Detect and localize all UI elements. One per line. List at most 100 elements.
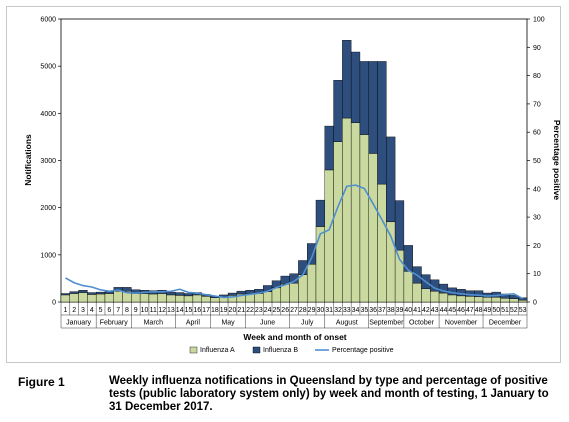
- week-label: 13: [167, 307, 175, 314]
- month-label: May: [221, 320, 235, 327]
- week-label: 31: [325, 307, 333, 314]
- bar-influenza-a: [368, 153, 378, 303]
- bar-influenza-b: [306, 243, 317, 265]
- week-label: 41: [413, 307, 421, 314]
- week-label: 52: [510, 307, 518, 314]
- bar-influenza-a: [113, 290, 123, 303]
- week-label: 24: [264, 307, 272, 314]
- week-label: 45: [448, 307, 456, 314]
- bar-influenza-a: [60, 294, 70, 303]
- month-label: August: [336, 320, 358, 327]
- y2-tick-label: 10: [533, 271, 541, 278]
- week-label: 7: [116, 307, 120, 314]
- week-label: 34: [352, 307, 360, 314]
- month-label: October: [409, 320, 435, 327]
- bar-influenza-a: [465, 296, 475, 303]
- bar-influenza-a: [210, 297, 220, 303]
- week-label: 8: [125, 307, 129, 314]
- y2-tick-label: 90: [533, 45, 541, 52]
- week-label: 38: [387, 307, 395, 314]
- month-label: February: [100, 320, 129, 327]
- y-axis-title: Notifications: [23, 134, 33, 186]
- bar-influenza-a: [69, 293, 79, 303]
- bar-influenza-b: [227, 292, 238, 296]
- bar-influenza-a: [474, 296, 484, 303]
- bar-influenza-a: [166, 294, 176, 303]
- bar-influenza-b: [350, 51, 361, 123]
- month-label: January: [66, 320, 91, 327]
- y-tick-label: 1000: [40, 252, 56, 259]
- bar-influenza-a: [438, 292, 449, 303]
- month-label: November: [445, 320, 478, 327]
- bar-influenza-a: [87, 294, 97, 303]
- bar-influenza-b: [342, 40, 352, 119]
- bar-influenza-a: [201, 296, 211, 303]
- legend-label: Percentage positive: [332, 347, 394, 354]
- bar-influenza-b: [183, 293, 194, 297]
- month-label: April: [186, 320, 200, 327]
- caption-text: Weekly influenza notifications in Queens…: [109, 375, 549, 413]
- bar-influenza-a: [342, 117, 352, 303]
- bar-influenza-a: [430, 290, 440, 303]
- bar-influenza-b: [95, 291, 106, 295]
- month-label: December: [489, 320, 522, 327]
- bar-influenza-b: [78, 290, 88, 293]
- week-label: 16: [193, 307, 201, 314]
- influenza-chart: 0 1000 2000 3000 4000 5000 6000 0 10 20 30 40 50 60 70…: [23, 17, 562, 355]
- bar-influenza-b: [359, 61, 369, 135]
- week-label: 3: [81, 307, 85, 314]
- week-label: 5: [99, 307, 103, 314]
- week-label: 29: [308, 307, 316, 314]
- bar-influenza-a: [421, 288, 431, 303]
- week-label: 6: [107, 307, 111, 314]
- week-label: 1: [63, 307, 67, 314]
- week-label: 43: [431, 307, 439, 314]
- legend-swatch: [252, 346, 261, 354]
- bar-influenza-b: [386, 136, 396, 223]
- bar-influenza-a: [192, 294, 202, 303]
- legend-label: Influenza B: [263, 347, 298, 354]
- bar-influenza-a: [280, 283, 290, 303]
- week-label: 23: [255, 307, 263, 314]
- bar-influenza-a: [403, 271, 413, 303]
- bar-influenza-a: [491, 297, 501, 303]
- bar-influenza-b: [69, 291, 79, 294]
- y2-tick-label: 100: [533, 17, 545, 24]
- bar-influenza-a: [350, 122, 361, 303]
- bar-influenza-a: [315, 226, 325, 303]
- week-label: 47: [466, 307, 474, 314]
- bar-influenza-a: [298, 274, 308, 303]
- bar-influenza-b: [236, 290, 246, 295]
- y-tick-label: 4000: [40, 111, 56, 118]
- week-label: 50: [492, 307, 500, 314]
- bar-influenza-a: [377, 183, 387, 303]
- month-label: September: [369, 320, 404, 327]
- legend: Influenza A Influenza B Percentage positiv…: [189, 346, 394, 354]
- bar-influenza-b: [166, 291, 176, 296]
- plot-border: [60, 18, 528, 303]
- bar-influenza-b: [87, 292, 97, 295]
- bar-influenza-a: [386, 221, 396, 303]
- y2-tick-label: 50: [533, 158, 541, 165]
- y2-tick-label: 20: [533, 243, 541, 250]
- x-axis-title: Week and month of onset: [243, 332, 346, 342]
- bar-influenza-b: [315, 199, 325, 227]
- bar-influenza-a: [289, 282, 299, 303]
- bar-influenza-b: [377, 61, 387, 185]
- week-label: 53: [519, 307, 527, 314]
- week-label: 12: [158, 307, 166, 314]
- week-label: 42: [422, 307, 430, 314]
- week-label: 20: [229, 307, 237, 314]
- week-label: 51: [501, 307, 509, 314]
- bar-influenza-a: [333, 141, 343, 303]
- bar-influenza-b: [175, 292, 185, 296]
- bar-influenza-b: [60, 293, 70, 296]
- bar-influenza-a: [324, 169, 334, 303]
- bar-influenza-a: [263, 291, 273, 303]
- y2-tick-label: 0: [533, 300, 537, 307]
- week-label: 21: [237, 307, 245, 314]
- week-label: 2: [72, 307, 76, 314]
- bar-influenza-a: [157, 293, 167, 303]
- month-label: March: [144, 320, 164, 327]
- bar-influenza-a: [131, 293, 141, 303]
